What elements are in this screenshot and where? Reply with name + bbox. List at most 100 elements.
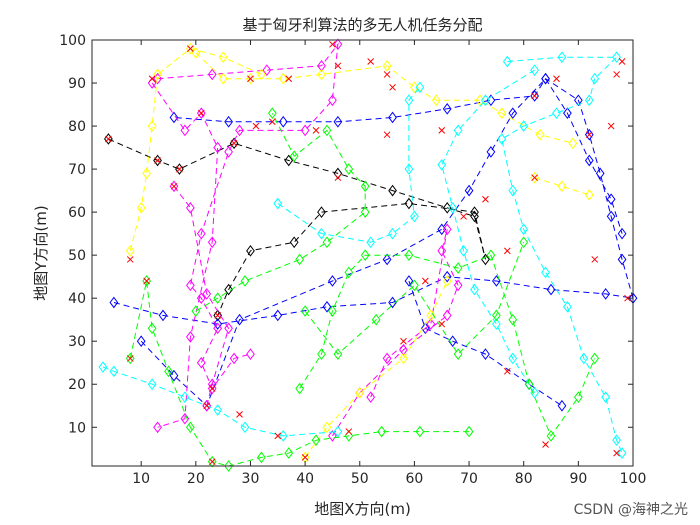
waypoint-marker <box>300 305 310 317</box>
waypoint-marker <box>399 352 408 365</box>
waypoint-marker <box>109 365 119 378</box>
waypoint-marker <box>431 94 441 107</box>
waypoint-marker <box>563 300 572 313</box>
route-series <box>191 107 370 317</box>
y-tick-label: 50 <box>68 248 86 264</box>
target-marker <box>214 312 222 319</box>
route-line <box>173 185 230 406</box>
target-marker <box>618 58 626 65</box>
waypoint-marker <box>125 352 135 365</box>
waypoint-marker <box>464 184 474 197</box>
route-series <box>530 171 594 201</box>
waypoint-marker <box>530 171 540 184</box>
waypoint-marker <box>360 180 370 193</box>
waypoint-marker <box>426 318 436 330</box>
target-marker <box>531 174 538 182</box>
waypoint-marker <box>546 430 556 442</box>
waypoint-marker <box>213 141 223 154</box>
waypoint-marker <box>185 42 195 55</box>
waypoint-marker <box>207 236 217 249</box>
waypoint-marker <box>470 210 479 223</box>
target-marker <box>482 195 489 203</box>
waypoint-marker <box>158 309 168 322</box>
target-marker <box>170 182 178 190</box>
waypoint-marker <box>224 460 233 472</box>
route-line <box>277 86 421 243</box>
target-marker <box>274 432 282 440</box>
waypoint-marker <box>404 94 414 107</box>
waypoint-marker <box>278 115 288 128</box>
target-marker <box>285 75 293 83</box>
waypoint-marker <box>568 137 578 150</box>
waypoint-marker <box>535 128 545 141</box>
waypoint-marker <box>415 81 425 94</box>
waypoint-marker <box>584 189 594 201</box>
waypoint-marker <box>196 107 206 119</box>
waypoint-marker <box>240 275 250 287</box>
route-line <box>501 56 623 454</box>
waypoint-marker <box>169 180 179 193</box>
waypoint-marker <box>153 154 162 167</box>
waypoint-marker <box>213 292 223 305</box>
target-marker <box>531 92 538 100</box>
waypoint-marker <box>322 300 332 313</box>
waypoint-marker <box>557 51 567 64</box>
plot-area-frame <box>91 39 634 467</box>
waypoint-marker <box>322 124 332 137</box>
target-marker <box>329 40 336 48</box>
target-marker <box>383 131 391 139</box>
waypoint-marker <box>169 369 179 382</box>
target-marker <box>236 411 243 418</box>
waypoint-marker <box>426 309 436 322</box>
waypoint-marker <box>153 421 162 434</box>
target-marker <box>154 157 161 164</box>
waypoint-marker <box>481 94 490 107</box>
waypoint-marker <box>524 378 534 391</box>
waypoint-marker <box>404 275 414 287</box>
waypoint-marker <box>573 391 583 403</box>
waypoint-marker <box>322 421 332 434</box>
plot-targets <box>105 40 631 466</box>
waypoint-marker <box>240 421 250 434</box>
target-marker <box>553 75 560 83</box>
waypoint-marker <box>328 430 337 442</box>
y-axis-ticks: 10 20 30 40 50 60 70 80 90 100 <box>59 33 633 436</box>
route-series <box>125 42 266 257</box>
target-marker <box>591 256 599 263</box>
target-marker <box>301 454 309 461</box>
y-tick-label: 20 <box>68 377 86 393</box>
y-tick-label: 30 <box>68 334 86 350</box>
waypoint-marker <box>492 318 501 330</box>
target-marker <box>208 385 216 392</box>
waypoint-marker <box>519 223 529 236</box>
waypoint-marker <box>273 309 283 322</box>
waypoint-marker <box>257 451 266 464</box>
waypoint-marker <box>295 253 305 266</box>
waypoint-marker <box>437 245 447 257</box>
waypoint-marker <box>153 72 162 85</box>
waypoint-marker <box>213 318 223 330</box>
target-marker <box>400 337 407 345</box>
waypoint-marker <box>530 64 540 76</box>
target-marker <box>176 165 183 173</box>
x-tick-label: 100 <box>620 471 647 487</box>
route-series <box>273 81 425 249</box>
waypoint-marker <box>388 111 397 124</box>
waypoint-marker <box>612 434 621 447</box>
waypoint-marker <box>257 68 266 81</box>
waypoint-marker <box>573 94 583 107</box>
waypoint-marker <box>246 245 255 257</box>
waypoint-marker <box>557 399 567 412</box>
waypoint-marker <box>147 378 157 391</box>
route-line <box>157 42 339 390</box>
waypoint-marker <box>246 348 255 360</box>
waypoint-marker <box>502 55 512 68</box>
waypoint-marker <box>382 352 392 365</box>
waypoint-marker <box>437 158 447 171</box>
waypoint-marker <box>404 249 414 261</box>
x-tick-label: 40 <box>296 471 314 487</box>
x-tick-label: 50 <box>351 471 369 487</box>
waypoint-marker <box>142 167 152 180</box>
waypoint-marker <box>366 391 376 403</box>
